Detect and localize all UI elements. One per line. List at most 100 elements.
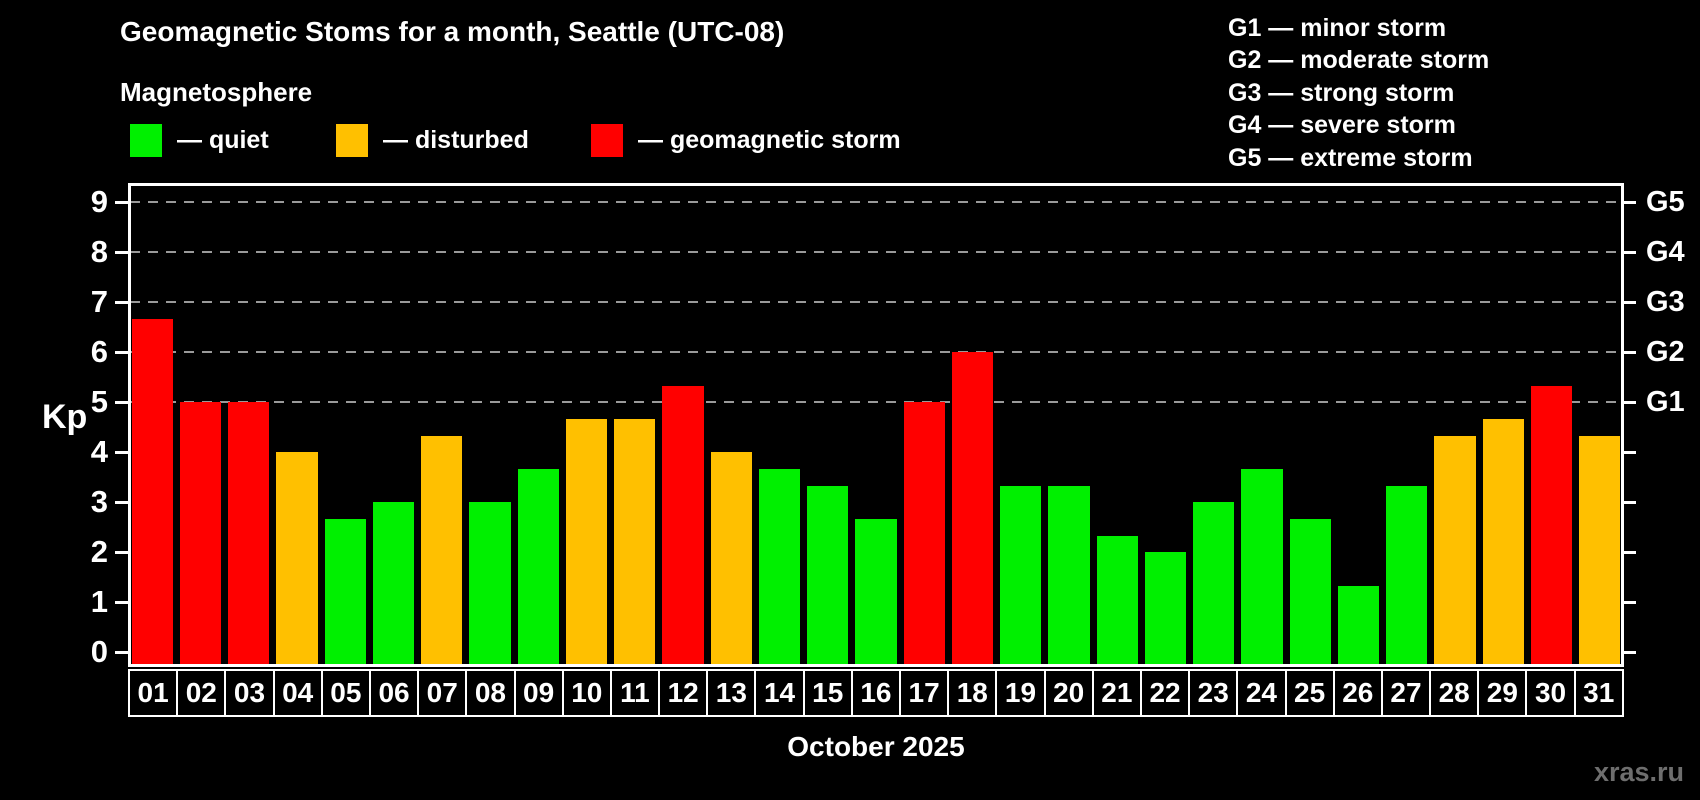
day-cell-01: 01 xyxy=(128,669,179,717)
day-cell-27: 27 xyxy=(1380,669,1432,717)
legend-label-disturbed: — disturbed xyxy=(383,126,529,154)
bar-day-30 xyxy=(1530,385,1573,667)
bar-day-20 xyxy=(1048,485,1090,667)
bar-day-09 xyxy=(517,468,559,667)
bar-day-10 xyxy=(565,418,608,667)
y-tick-1 xyxy=(115,601,128,604)
g-scale-legend-row: G5 — extreme storm xyxy=(1228,143,1473,172)
legend-label-storm: — geomagnetic storm xyxy=(638,126,901,154)
bar-day-28 xyxy=(1434,435,1476,667)
y-tick-9 xyxy=(115,201,128,204)
y-tick-0 xyxy=(115,651,128,654)
day-cell-06: 06 xyxy=(368,669,420,717)
day-cell-18: 18 xyxy=(947,669,998,717)
y-tick-7 xyxy=(115,301,128,304)
day-cell-04: 04 xyxy=(272,669,323,717)
bar-day-14 xyxy=(758,468,801,667)
bar-day-26 xyxy=(1337,585,1380,667)
g-level-label-G1: G1 xyxy=(1646,386,1685,418)
gridline-kp-5 xyxy=(130,401,1622,403)
legend-swatch-storm xyxy=(591,124,623,157)
y-tick-4 xyxy=(115,451,128,454)
gridline-kp-9 xyxy=(130,201,1622,203)
y-tick-label-3: 3 xyxy=(90,484,108,519)
y-tick-label-5: 5 xyxy=(90,384,108,419)
day-cell-15: 15 xyxy=(802,669,853,717)
gridline-kp-8 xyxy=(130,251,1622,253)
chart-subtitle: Magnetosphere xyxy=(120,77,313,107)
y-tick-label-8: 8 xyxy=(90,234,108,269)
chart-title: Geomagnetic Stoms for a month, Seattle (… xyxy=(120,16,785,47)
day-cell-30: 30 xyxy=(1525,669,1576,717)
plot-area xyxy=(128,183,1624,667)
g-level-label-G3: G3 xyxy=(1646,286,1685,318)
bar-day-15 xyxy=(807,485,849,667)
day-cell-22: 22 xyxy=(1139,669,1191,717)
day-cell-20: 20 xyxy=(1043,669,1094,717)
bar-day-08 xyxy=(469,502,511,667)
day-cell-12: 12 xyxy=(658,669,709,717)
right-tick-0 xyxy=(1623,651,1636,654)
bar-day-05 xyxy=(324,518,366,667)
right-tick-8 xyxy=(1623,251,1636,254)
y-axis-label: Kp xyxy=(42,398,88,436)
y-tick-label-6: 6 xyxy=(90,334,108,369)
day-cell-03: 03 xyxy=(224,669,275,717)
day-cell-02: 02 xyxy=(176,669,227,717)
legend-label-quiet: — quiet xyxy=(177,126,269,154)
bar-day-29 xyxy=(1482,418,1524,667)
g-level-label-G2: G2 xyxy=(1646,336,1685,368)
bar-day-12 xyxy=(662,385,704,667)
gridline-kp-6 xyxy=(130,351,1622,353)
y-tick-label-9: 9 xyxy=(90,184,108,219)
bar-day-01 xyxy=(131,318,173,667)
y-tick-label-0: 0 xyxy=(90,634,108,669)
y-tick-label-4: 4 xyxy=(90,434,108,469)
bar-day-22 xyxy=(1144,552,1187,667)
bar-day-03 xyxy=(228,402,270,667)
bar-day-21 xyxy=(1096,535,1138,667)
g-scale-legend-row: G1 — minor storm xyxy=(1228,14,1447,42)
legend-swatch-quiet xyxy=(130,124,162,157)
day-cell-10: 10 xyxy=(561,669,612,717)
right-tick-7 xyxy=(1623,301,1636,304)
day-cell-19: 19 xyxy=(995,669,1046,717)
day-cell-28: 28 xyxy=(1429,669,1480,717)
gridline-kp-7 xyxy=(130,301,1622,303)
day-cell-11: 11 xyxy=(609,669,661,717)
day-cell-23: 23 xyxy=(1188,669,1239,717)
g-scale-legend-row: G4 — severe storm xyxy=(1228,111,1456,140)
legend-swatch-disturbed xyxy=(336,124,368,157)
day-cell-17: 17 xyxy=(899,669,950,717)
y-tick-5 xyxy=(115,401,128,404)
bar-day-07 xyxy=(421,435,463,667)
y-tick-label-7: 7 xyxy=(90,284,108,319)
y-tick-6 xyxy=(115,351,128,354)
bar-day-06 xyxy=(372,502,415,667)
g-scale-legend-row: G2 — moderate storm xyxy=(1228,46,1490,75)
bar-day-11 xyxy=(614,418,656,667)
bar-day-27 xyxy=(1386,485,1428,667)
bar-day-24 xyxy=(1241,468,1283,667)
g-scale-legend-row: G3 — strong storm xyxy=(1228,78,1455,107)
y-tick-8 xyxy=(115,251,128,254)
day-cell-08: 08 xyxy=(465,669,516,717)
bar-day-04 xyxy=(276,452,318,667)
right-tick-2 xyxy=(1623,551,1636,554)
g-level-label-G4: G4 xyxy=(1646,236,1685,268)
right-tick-1 xyxy=(1623,601,1636,604)
bar-day-13 xyxy=(710,452,752,667)
right-tick-9 xyxy=(1623,201,1636,204)
day-cell-07: 07 xyxy=(417,669,468,717)
bar-day-25 xyxy=(1289,518,1331,667)
bar-day-16 xyxy=(855,518,897,667)
y-tick-2 xyxy=(115,551,128,554)
plot-border xyxy=(128,183,1624,667)
day-cell-14: 14 xyxy=(754,669,805,717)
right-tick-6 xyxy=(1623,351,1636,354)
right-tick-4 xyxy=(1623,451,1636,454)
day-axis: 01 02 03 04 05 06 07 08 09 10 11 12 13 14 15 16 17 18 19 20… xyxy=(128,669,1624,717)
x-axis-title: October 2025 xyxy=(787,731,965,762)
day-cell-05: 05 xyxy=(320,669,371,717)
right-tick-5 xyxy=(1623,401,1636,404)
